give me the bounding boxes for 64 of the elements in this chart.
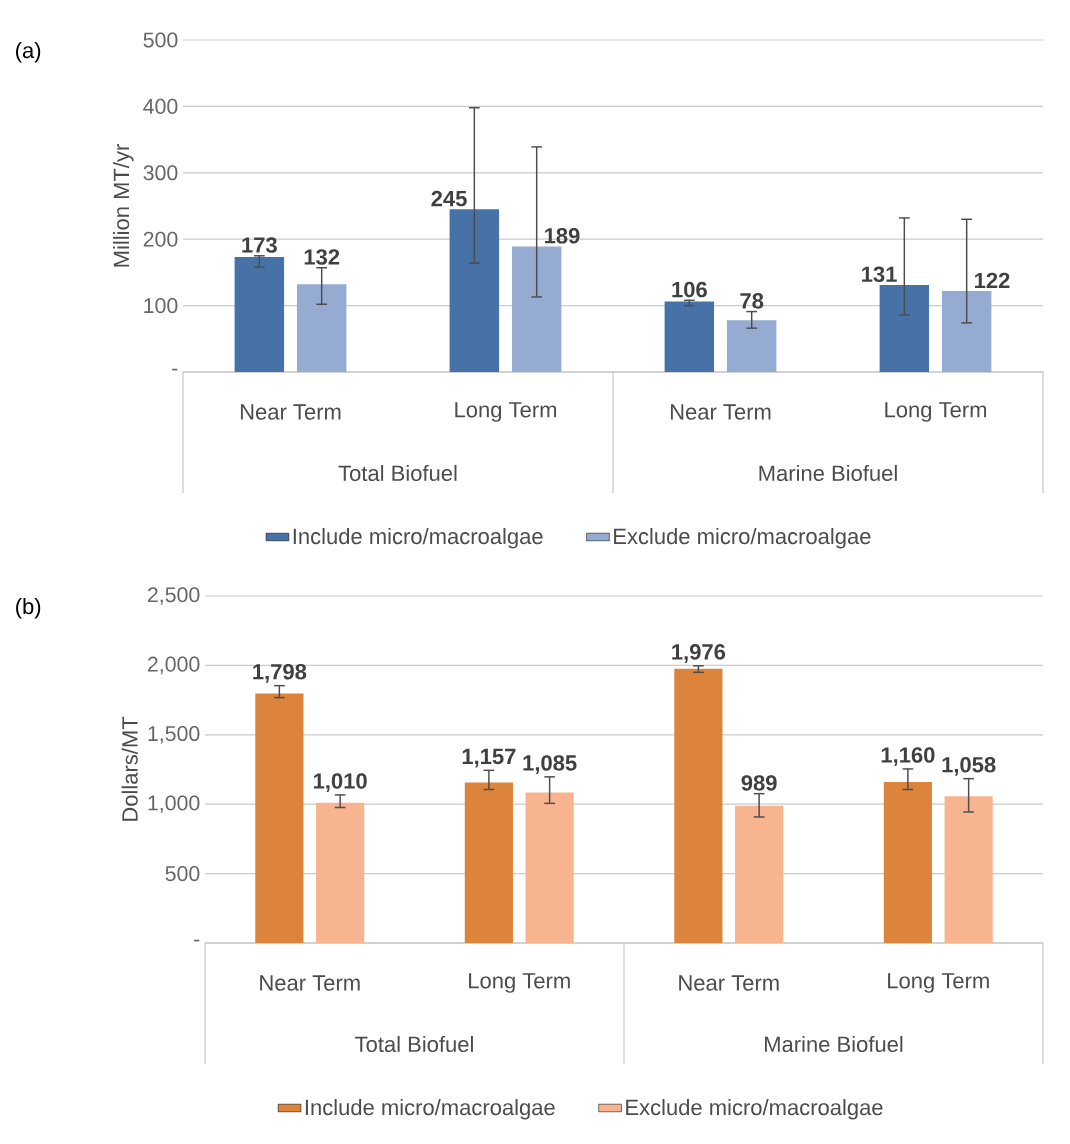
y-tick-label: 1,500 [148,725,200,744]
bar [944,796,993,943]
data-label: 1,058 [942,756,996,776]
bar [664,301,715,372]
bar [255,693,304,943]
data-label: 989 [741,775,777,791]
bar [941,290,992,372]
y-tick-label: 2,500 [147,587,200,605]
legend-label: Exclude micro/macroalgae [626,1099,883,1120]
y-tick-label: 500 [143,32,178,48]
x-tick-label: Near Term [670,404,771,420]
data-label: 245 [431,190,467,207]
data-label: 173 [242,237,277,253]
y-tick-label: 100 [144,298,178,314]
bar [525,792,574,943]
data-label: 1,157 [462,748,516,768]
text: Total Biofuel [355,1035,473,1053]
data-label: 1,160 [881,747,935,767]
x-tick-label: Near Term [679,975,779,991]
data-label: 1,010 [313,773,367,792]
bar [726,320,777,372]
y-tick-label: 500 [165,866,200,882]
bar [316,802,365,943]
data-label: 189 [544,227,580,244]
legend-label: Exclude micro/macroalgae [614,528,871,549]
text: (b) [16,598,41,619]
y-tick-label: - [194,939,200,942]
bar [449,209,500,372]
legend-label: Include micro/macroalgae [293,528,543,549]
data-label: 131 [862,266,897,283]
y-tick-label: - [172,368,178,371]
y-tick-label: 1,000 [148,795,200,813]
data-label: 1,085 [523,755,577,774]
text: Marine Biofuel [764,1035,903,1053]
bar [735,805,784,943]
bar [879,285,930,372]
x-tick-label: Long Term [469,973,570,993]
text: Total Biofuel [338,464,457,482]
bar [511,246,562,372]
bar [883,781,932,943]
data-label: 122 [974,272,1010,289]
data-label: 106 [672,281,707,298]
y-tick-label: 2,000 [147,656,200,675]
data-label: 1,976 [672,644,726,663]
x-tick-label: Near Term [240,404,341,420]
bar [296,284,347,372]
y-axis-title: Dollars/MT [121,716,138,821]
y-axis-title: Million MT/yr [113,144,134,267]
bar [674,668,723,943]
legend-label: Include micro/macroalgae [305,1099,555,1120]
x-tick-label: Long Term [455,402,557,422]
x-tick-label: Long Term [885,402,987,422]
y-tick-label: 300 [143,165,178,181]
x-tick-label: Long Term [888,973,989,993]
data-label: 1,798 [253,663,307,683]
text: Marine Biofuel [759,464,897,482]
bar [464,782,513,943]
y-tick-label: 200 [143,231,178,247]
data-label: 132 [304,249,340,265]
bar [234,257,285,372]
data-label: 78 [740,293,764,309]
x-tick-label: Near Term [260,975,360,991]
chart-title: (a) [16,42,41,63]
y-tick-label: 400 [143,98,178,114]
